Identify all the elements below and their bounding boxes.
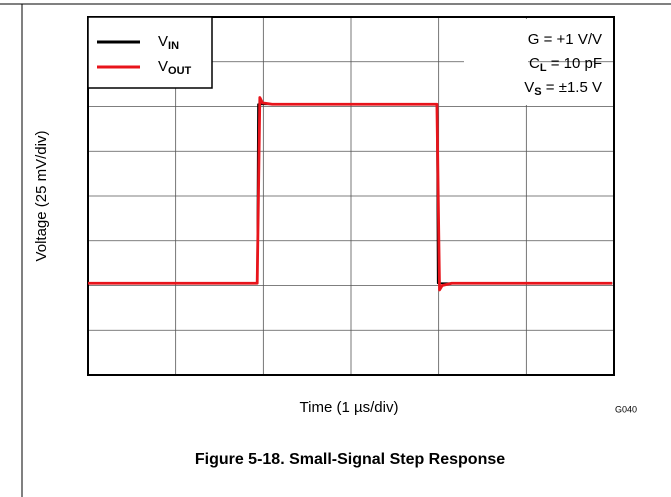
series-line (88, 103, 613, 285)
annotation: VS = ±1.5 V (524, 79, 602, 98)
text-part: = 10 pF (547, 55, 602, 72)
text-part: C (529, 55, 540, 72)
text-part: G = +1 V/V (528, 31, 602, 48)
figure-caption: Figure 5-18. Small-Signal Step Response (195, 451, 505, 468)
annotation-background (476, 19, 612, 59)
text-part: V (524, 79, 534, 96)
text-part: V (158, 33, 168, 50)
subscript: L (540, 62, 547, 74)
legend-label: VIN (158, 33, 179, 52)
annotation: G = +1 V/V (528, 31, 602, 48)
x-axis-label: Time (1 µs/div) (300, 399, 399, 416)
subscript: IN (168, 40, 179, 52)
series-line (88, 96, 613, 292)
y-axis-label: Voltage (25 mV/div) (33, 131, 50, 262)
figure-code: G040 (615, 404, 637, 414)
legend-label: VOUT (158, 58, 192, 77)
subscript: OUT (168, 65, 192, 77)
text-part: V (158, 58, 168, 75)
annotation-background (464, 59, 528, 105)
annotation: CL = 10 pF (529, 55, 602, 74)
legend-box (87, 16, 213, 89)
subscript: S (534, 86, 541, 98)
plot-frame (87, 16, 615, 376)
text-part: = ±1.5 V (542, 79, 602, 96)
